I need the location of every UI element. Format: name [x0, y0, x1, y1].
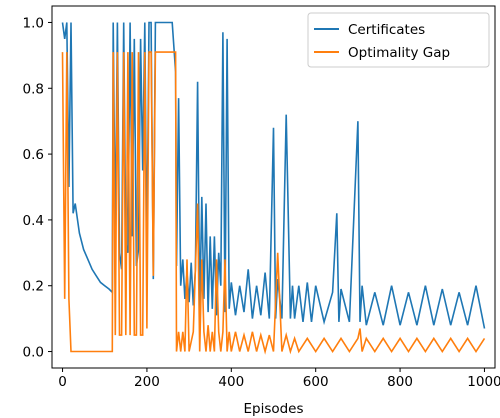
y-tick-label: 0.0	[23, 345, 44, 361]
series-line-optimality-gap	[61, 51, 486, 355]
y-axis-ticks: 0.0 0.2 0.4 0.6 0.8 1.0	[23, 15, 52, 361]
x-tick-label: 0	[58, 374, 67, 390]
x-axis-ticks: 0 200 400 600 800 1000	[58, 368, 500, 390]
axes-frame	[51, 5, 496, 369]
x-tick-label: 1000	[467, 374, 500, 390]
x-tick-label: 200	[134, 374, 160, 390]
x-tick-label: 600	[303, 374, 329, 390]
legend-label-optimality-gap: Optimality Gap	[348, 45, 450, 61]
y-tick-label: 0.8	[23, 81, 44, 97]
legend-box	[307, 12, 490, 68]
x-tick-label: 400	[218, 374, 244, 390]
plot-lines	[61, 21, 486, 355]
y-tick-label: 1.0	[23, 15, 44, 31]
y-tick-label: 0.2	[23, 279, 44, 295]
legend-label-certificates: Certificates	[348, 22, 425, 38]
y-tick-label: 0.4	[23, 213, 44, 229]
x-tick-label: 800	[387, 374, 413, 390]
legend: Certificates Optimality Gap	[307, 12, 490, 68]
x-axis-label: Episodes	[243, 401, 303, 417]
y-tick-label: 0.6	[23, 147, 44, 163]
